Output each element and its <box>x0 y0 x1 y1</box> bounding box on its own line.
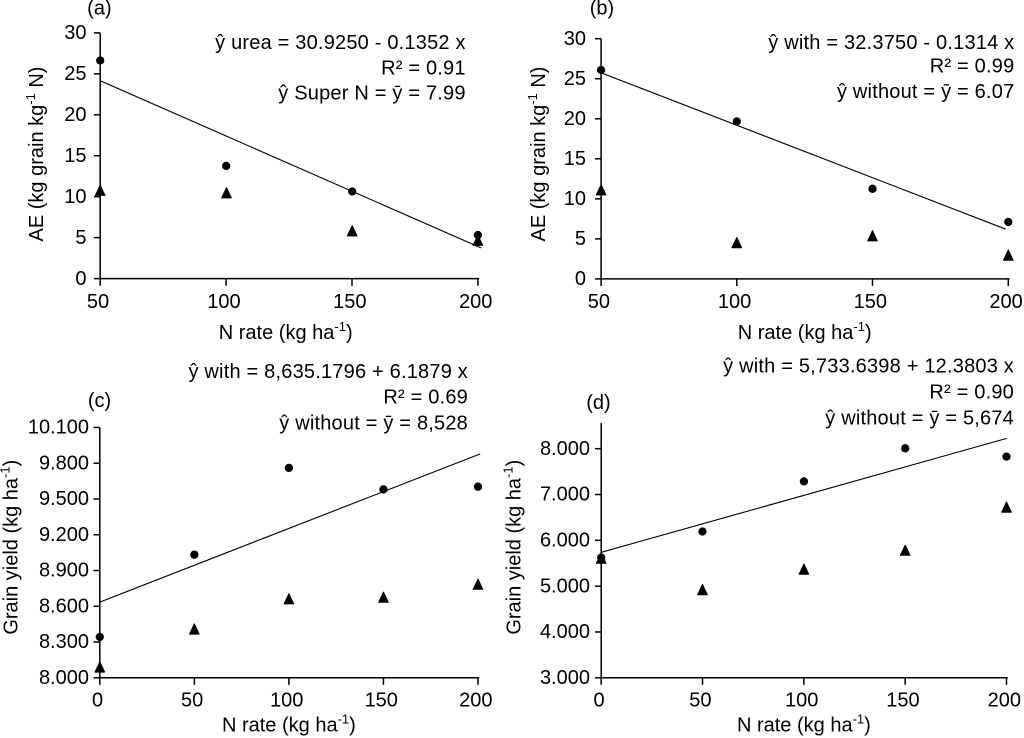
svg-text:0: 0 <box>75 268 86 290</box>
svg-text:50: 50 <box>181 690 203 712</box>
svg-text:N rate (kg ha-1​): N rate (kg ha-1​) <box>219 319 353 344</box>
svg-text:ŷ Super N = ȳ = 7.99: ŷ Super N = ȳ = 7.99 <box>278 82 465 104</box>
svg-text:100: 100 <box>718 291 751 313</box>
svg-text:10.100: 10.100 <box>28 417 89 439</box>
svg-text:8.000: 8.000 <box>39 667 89 689</box>
svg-text:200: 200 <box>459 690 492 712</box>
svg-text:200: 200 <box>459 291 492 313</box>
svg-text:15: 15 <box>564 148 586 170</box>
svg-text:0: 0 <box>575 268 586 290</box>
svg-text:30: 30 <box>64 22 86 44</box>
svg-text:R² = 0.69: R² = 0.69 <box>383 387 468 409</box>
svg-text:ŷ urea = 30.9250 - 0.1352 x: ŷ urea = 30.9250 - 0.1352 x <box>215 32 466 54</box>
svg-text:ŷ with = 8,635.1796 + 6.1879 x: ŷ with = 8,635.1796 + 6.1879 x <box>188 361 468 383</box>
svg-text:R² = 0.99: R² = 0.99 <box>930 56 1015 78</box>
svg-text:R² = 0.90: R² = 0.90 <box>929 382 1014 404</box>
svg-text:8.600: 8.600 <box>39 595 89 617</box>
svg-text:ŷ without = ȳ = 5,674: ŷ without = ȳ = 5,674 <box>825 408 1014 430</box>
svg-text:15: 15 <box>64 145 86 167</box>
svg-text:100: 100 <box>207 291 240 313</box>
svg-text:100: 100 <box>785 690 818 712</box>
svg-text:5.000: 5.000 <box>540 575 590 597</box>
svg-text:10: 10 <box>64 186 86 208</box>
svg-text:(a): (a) <box>87 0 111 20</box>
svg-text:5: 5 <box>575 228 586 250</box>
svg-text:150: 150 <box>365 690 398 712</box>
svg-text:4.000: 4.000 <box>540 621 590 643</box>
svg-text:Grain yield (kg ha-1​): Grain yield (kg ha-1​) <box>501 460 526 635</box>
svg-text:ŷ with = 5,733.6398 + 12.3803: ŷ with = 5,733.6398 + 12.3803 x <box>723 356 1014 378</box>
svg-text:20: 20 <box>64 104 86 126</box>
svg-text:5: 5 <box>75 227 86 249</box>
svg-text:0: 0 <box>593 690 604 712</box>
svg-text:30: 30 <box>564 28 586 50</box>
svg-text:150: 150 <box>854 291 887 313</box>
svg-text:0: 0 <box>92 690 103 712</box>
svg-text:6.000: 6.000 <box>540 530 590 552</box>
svg-text:200: 200 <box>989 291 1022 313</box>
svg-text:N rate (kg ha-1​): N rate (kg ha-1​) <box>222 712 356 737</box>
svg-text:9.200: 9.200 <box>39 524 89 546</box>
svg-text:(c): (c) <box>88 390 111 412</box>
svg-text:AE (kg grain kg-1​ N): AE (kg grain kg-1​ N) <box>23 67 48 242</box>
svg-text:R² = 0.91: R² = 0.91 <box>381 57 466 79</box>
svg-text:10: 10 <box>564 188 586 210</box>
svg-text:N rate (kg ha-1​): N rate (kg ha-1​) <box>737 712 871 737</box>
svg-text:100: 100 <box>270 690 303 712</box>
svg-text:25: 25 <box>64 63 86 85</box>
svg-text:25: 25 <box>564 68 586 90</box>
svg-text:9.800: 9.800 <box>39 452 89 474</box>
svg-text:ŷ with = 32.3750 - 0.1314 x: ŷ with = 32.3750 - 0.1314 x <box>768 32 1014 54</box>
svg-text:ŷ without = ȳ = 6.07: ŷ without = ȳ = 6.07 <box>837 81 1014 103</box>
svg-text:150: 150 <box>886 690 919 712</box>
svg-text:8.000: 8.000 <box>540 438 590 460</box>
svg-text:AE (kg grain kg-1​ N): AE (kg grain kg-1​ N) <box>525 67 550 242</box>
svg-text:150: 150 <box>333 291 366 313</box>
svg-text:3.000: 3.000 <box>540 667 590 689</box>
svg-text:50: 50 <box>689 690 711 712</box>
svg-text:7.000: 7.000 <box>540 484 590 506</box>
svg-text:50: 50 <box>588 291 610 313</box>
svg-text:50: 50 <box>87 291 109 313</box>
svg-text:ŷ without = ȳ = 8,528: ŷ without = ȳ = 8,528 <box>279 412 468 434</box>
svg-text:8.900: 8.900 <box>39 560 89 582</box>
svg-text:(d): (d) <box>586 392 610 414</box>
svg-text:Grain yield (kg ha-1​): Grain yield (kg ha-1​) <box>0 460 23 635</box>
svg-text:20: 20 <box>564 108 586 130</box>
svg-text:N rate (kg ha-1​): N rate (kg ha-1​) <box>738 319 872 344</box>
svg-text:200: 200 <box>988 690 1021 712</box>
svg-text:9.500: 9.500 <box>39 488 89 510</box>
svg-text:(b): (b) <box>590 0 614 20</box>
svg-text:8.300: 8.300 <box>39 631 89 653</box>
